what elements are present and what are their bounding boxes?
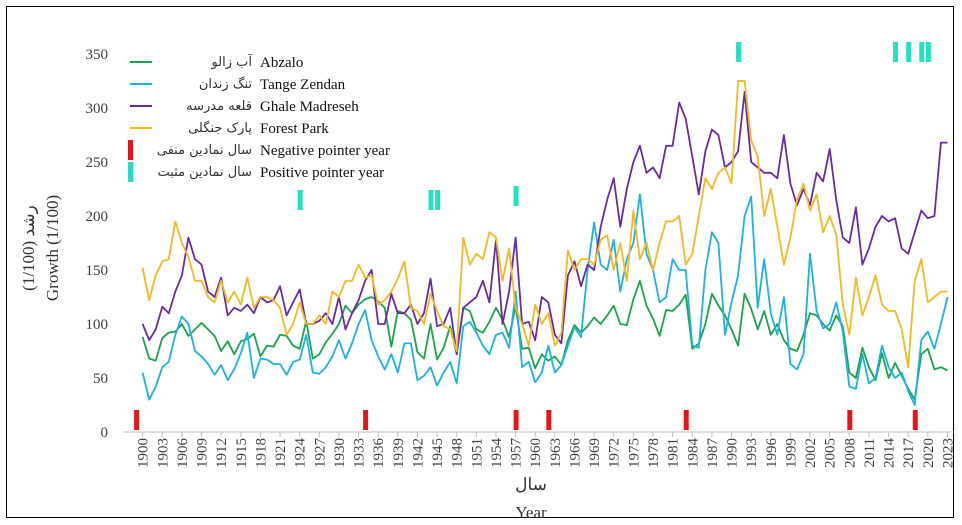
legend-label-fa: سال نمادین منفی (157, 143, 252, 158)
y-tick-label: 350 (86, 47, 109, 63)
x-tick-label: 2005 (823, 438, 839, 468)
series-line-forest-park (141, 80, 948, 369)
x-tick-label: 1954 (489, 438, 505, 469)
x-tick-label: 1915 (234, 438, 250, 468)
legend-label-en: Tange Zendan (260, 77, 346, 93)
x-tick-label: 2011 (862, 438, 878, 467)
y-tick-label: 300 (86, 101, 109, 117)
x-tick-label: 1909 (195, 438, 211, 468)
x-tick-label: 1951 (469, 438, 485, 468)
x-tick-label: 1900 (136, 438, 152, 468)
y-tick-label: 150 (86, 263, 109, 279)
y-tick-label: 0 (101, 425, 109, 441)
x-tick-label: 1981 (666, 438, 682, 468)
x-tick-label: 1963 (548, 438, 564, 468)
x-tick-label: 1957 (509, 438, 525, 469)
x-tick-label: 1924 (293, 438, 309, 469)
legend: آب زالو Abzalo تنگ زندان Tange Zendan قلعه م… (128, 53, 390, 182)
x-tick-label: 1903 (155, 438, 171, 468)
x-axis-title-fa: سال (515, 475, 547, 494)
positive-pointer-marker (428, 190, 434, 210)
legend-label-en: Abzalo (260, 55, 303, 71)
x-tick-label: 2017 (901, 438, 917, 469)
legend-label-fa: قلعه مدرسه (186, 99, 252, 114)
x-tick-label: 1945 (430, 438, 446, 468)
positive-pointer-marker (736, 42, 742, 62)
positive-pointer-marker (906, 42, 912, 62)
x-tick-label: 1921 (273, 438, 289, 468)
x-tick-label: 1987 (705, 438, 721, 469)
y-tick-label: 200 (86, 209, 109, 225)
pointer-year-markers (134, 42, 931, 430)
x-tick-label: 1969 (587, 438, 603, 468)
x-tick-label: 1927 (312, 438, 328, 469)
x-tick-label: 1942 (410, 438, 426, 468)
x-tick-label: 2014 (882, 438, 898, 469)
legend-label-fa: آب زالو (210, 53, 253, 70)
positive-pointer-marker (925, 42, 931, 62)
x-axis-title-en: Year (515, 503, 547, 522)
legend-label-fa: پارک جنگلی (188, 120, 252, 136)
negative-pointer-marker (912, 410, 918, 430)
x-tick-label: 1993 (744, 438, 760, 468)
positive-pointer-marker (435, 190, 441, 210)
legend-label-en: Ghale Madreseh (260, 99, 359, 115)
x-tick-label: 1936 (371, 438, 387, 469)
legend-swatch (128, 162, 133, 182)
legend-label-fa: تنگ زندان (199, 76, 253, 92)
legend-label-en: Negative pointer year (260, 143, 390, 159)
x-tick-label: 1960 (528, 438, 544, 468)
x-tick-label: 1912 (214, 438, 230, 468)
x-tick-label: 1975 (626, 438, 642, 468)
axis-titles: سال Year رشد (1/100) Growth (1/100) (19, 195, 547, 522)
negative-pointer-marker (134, 410, 140, 430)
legend-label-fa: سال نمادین مثبت (157, 165, 252, 180)
y-tick-label: 250 (86, 155, 109, 171)
negative-pointer-marker (363, 410, 369, 430)
x-tick-label: 1972 (607, 438, 623, 468)
positive-pointer-marker (513, 186, 519, 206)
x-tick-label: 1918 (253, 438, 269, 468)
x-tick-label: 1978 (646, 438, 662, 468)
x-tick-label: 1984 (685, 438, 701, 469)
negative-pointer-marker (546, 410, 552, 430)
negative-pointer-marker (513, 410, 519, 430)
x-tick-label: 2023 (940, 438, 956, 468)
x-tick-label: 1933 (352, 438, 368, 468)
y-tick-label: 50 (93, 371, 108, 387)
positive-pointer-marker (893, 42, 899, 62)
negative-pointer-marker (847, 410, 853, 430)
series-lines (141, 80, 949, 406)
legend-swatch (128, 140, 133, 160)
series-line-tange-zendan (141, 193, 949, 406)
x-tick-label: 1939 (391, 438, 407, 468)
x-tick-label: 1930 (332, 438, 348, 468)
positive-pointer-marker (919, 42, 925, 62)
y-axis-title-en: Growth (1/100) (43, 195, 62, 301)
x-tick-label: 1990 (725, 438, 741, 468)
y-tick-label: 100 (86, 317, 109, 333)
chart-frame (6, 6, 954, 518)
x-tick-label: 1906 (175, 438, 191, 469)
x-tick-label: 2002 (803, 438, 819, 468)
x-tick-label: 1996 (764, 438, 780, 469)
x-tick-label: 2020 (921, 438, 937, 468)
x-tick-label: 1948 (450, 438, 466, 468)
series-line-ghale-madreseh (141, 90, 948, 356)
legend-label-en: Forest Park (260, 121, 329, 137)
x-tick-label: 2008 (842, 438, 858, 468)
legend-label-en: Positive pointer year (260, 165, 384, 181)
negative-pointer-marker (683, 410, 689, 430)
x-tick-label: 1966 (567, 438, 583, 469)
y-axis-title-fa: رشد (1/100) (19, 205, 39, 291)
positive-pointer-marker (297, 190, 303, 210)
x-tick-label: 1999 (783, 438, 799, 468)
